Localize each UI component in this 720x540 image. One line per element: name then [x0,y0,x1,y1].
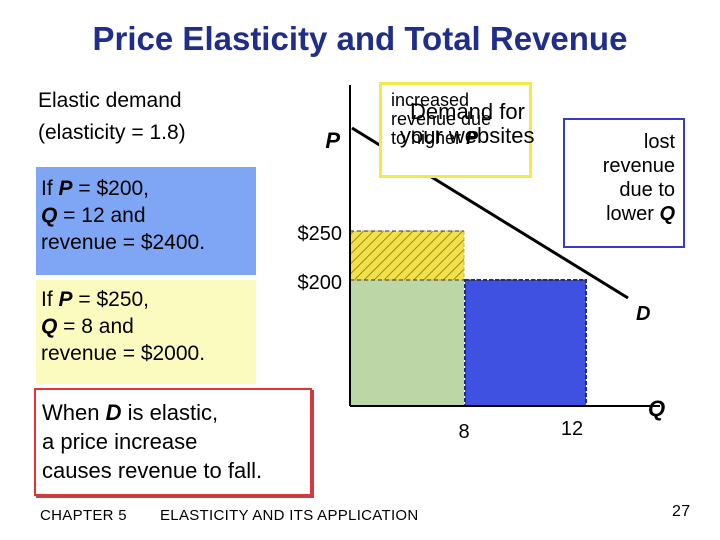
footer-topic: ELASTICITY AND ITS APPLICATION [160,507,419,524]
elastic-demand-label: Elastic demand [38,89,182,112]
p250-info-box: If P = $250, Q = 8 and revenue = $2000. [36,280,256,384]
increased-revenue-annotation: increased revenue due to higher P [379,82,532,178]
footer-chapter: CHAPTER 5 [40,507,127,524]
slide-title: Price Elasticity and Total Revenue [92,20,628,57]
p200-info-box: If P = $200, Q = 12 and revenue = $2400. [36,167,256,275]
common-revenue-area [350,280,464,406]
overlay-caption: Demand for your websites [400,99,535,148]
y-tick-250: $250 [298,223,343,245]
conclusion-box: When D is elastic, a price increase caus… [34,388,312,496]
x-axis-label: Q [648,396,665,421]
lost-revenue-annotation: lost revenue due to lower Q [563,118,685,248]
demand-label: D [636,303,650,325]
page-number: 27 [672,503,691,520]
x-tick-12: 12 [561,418,583,440]
elasticity-value-label: (elasticity = 1.8) [38,121,186,144]
x-tick-8: 8 [458,421,469,443]
y-tick-200: $200 [298,272,343,294]
increased-revenue-area [350,231,464,280]
y-axis-label: P [325,128,340,153]
lost-revenue-area [465,280,586,406]
